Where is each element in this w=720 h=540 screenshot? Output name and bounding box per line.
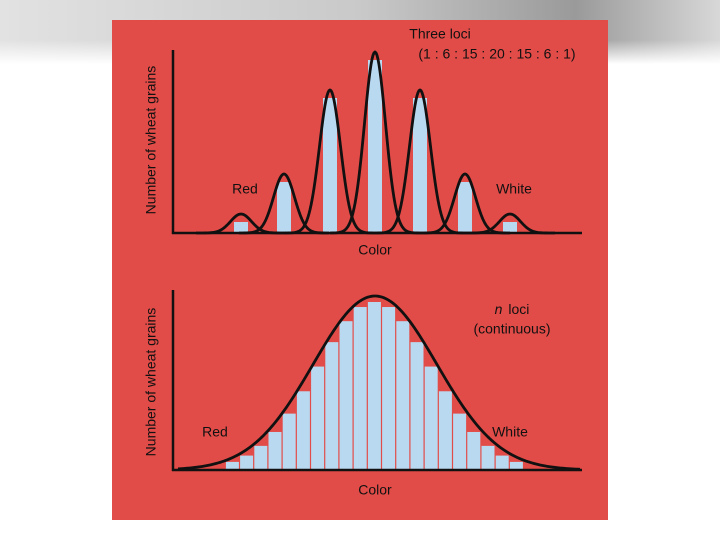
bar — [458, 182, 472, 233]
top-title: Three loci — [409, 26, 470, 42]
histogram-bar — [296, 391, 310, 470]
x-axis-label: Color — [358, 242, 392, 258]
bottom-plot — [171, 290, 582, 472]
histogram-bar — [268, 431, 282, 470]
x-axis-label: Color — [358, 482, 392, 498]
bell-curve — [284, 88, 376, 235]
bar — [368, 60, 382, 233]
histogram-bar — [438, 391, 452, 470]
histogram-bar — [367, 302, 381, 470]
histogram-bar — [382, 307, 396, 470]
histogram-bar — [325, 342, 339, 470]
y-axis-label: Number of wheat grains — [143, 66, 159, 215]
histogram-bar — [495, 455, 509, 470]
bar — [323, 98, 337, 233]
loci-text: loci — [508, 301, 529, 317]
histogram-bar — [353, 307, 367, 470]
white-label: White — [496, 181, 532, 197]
histogram-bar — [339, 321, 353, 470]
histogram-bar — [311, 366, 325, 470]
bar — [413, 98, 427, 233]
subtitle: (continuous) — [473, 321, 550, 337]
red-label: Red — [202, 424, 228, 440]
histogram-bar — [481, 445, 495, 470]
ratio: (1 : 6 : 15 : 20 : 15 : 6 : 1) — [418, 46, 575, 62]
loci-symbol: n — [495, 301, 503, 317]
y-axis-label: Number of wheat grains — [143, 308, 159, 457]
bell-curve — [374, 88, 466, 235]
histogram-bar — [225, 461, 239, 470]
histogram-bar — [453, 413, 467, 470]
histogram-bar — [410, 342, 424, 470]
red-label: Red — [232, 181, 258, 197]
histogram-bar — [240, 455, 254, 470]
histogram-bar — [254, 445, 268, 470]
top-plot — [171, 50, 582, 235]
bar — [503, 222, 517, 233]
continuous-curve — [177, 294, 581, 471]
histogram-bar — [396, 321, 410, 470]
histogram-bar — [509, 461, 523, 470]
histogram-bar — [282, 413, 296, 470]
white-label: White — [492, 424, 528, 440]
loci-label: n loci — [495, 301, 530, 317]
histogram-bar — [424, 366, 438, 470]
bell-curve — [329, 50, 421, 235]
histogram-bar — [467, 431, 481, 470]
bar — [277, 182, 291, 233]
bar — [234, 222, 248, 233]
